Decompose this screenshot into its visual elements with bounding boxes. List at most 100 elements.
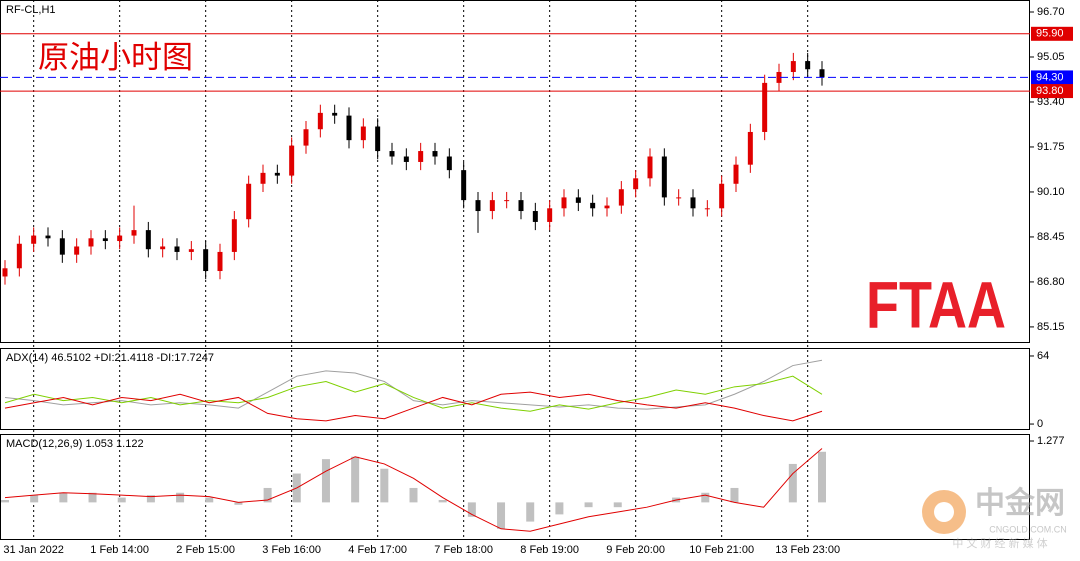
y-tick-label: 96.70 bbox=[1037, 6, 1065, 18]
candle-body bbox=[819, 69, 825, 78]
candle-body bbox=[117, 235, 123, 242]
level-label: 93.80 bbox=[1036, 85, 1064, 97]
y-tick-label: 64 bbox=[1037, 350, 1049, 362]
x-tick-label: 7 Feb 18:00 bbox=[434, 544, 493, 556]
candle-body bbox=[375, 126, 381, 152]
watermark: 中金网 CNGOLD.COM.CN 中 文 财 经 新 媒 体 bbox=[922, 486, 1067, 550]
candle-body bbox=[317, 112, 323, 130]
candle-body bbox=[360, 126, 366, 141]
candle-body bbox=[461, 170, 467, 201]
macd-bar bbox=[467, 502, 476, 517]
watermark-site: CNGOLD.COM.CN bbox=[989, 524, 1067, 534]
panel-frame bbox=[0, 348, 1030, 430]
candle-body bbox=[31, 235, 37, 244]
logo: FTAA bbox=[866, 267, 1006, 341]
candle-body bbox=[145, 230, 151, 250]
candle-body bbox=[217, 251, 223, 272]
y-tick-label: 93.40 bbox=[1037, 96, 1065, 108]
candle-body bbox=[203, 249, 209, 272]
y-tick-label: 0 bbox=[1037, 418, 1043, 430]
candle-body bbox=[475, 200, 481, 212]
annotation: 原油小时图 bbox=[38, 40, 193, 75]
candle-body bbox=[518, 200, 524, 212]
macd-bar bbox=[117, 497, 126, 503]
candle-body bbox=[131, 230, 137, 236]
y-tick-label: 1.277 bbox=[1037, 435, 1065, 447]
x-tick-label: 31 Jan 2022 bbox=[3, 544, 64, 556]
candle-body bbox=[16, 243, 22, 269]
y-tick-label: 86.80 bbox=[1037, 276, 1065, 288]
macd-bar bbox=[818, 451, 826, 503]
candle-body bbox=[274, 172, 280, 176]
macd-bar bbox=[30, 495, 39, 503]
candle-body bbox=[704, 208, 710, 210]
candle-body bbox=[590, 202, 596, 209]
macd-bar bbox=[613, 502, 622, 508]
panel-title: MACD(12,26,9) 1.053 1.122 bbox=[6, 438, 144, 450]
macd-bar bbox=[409, 487, 418, 503]
candle-body bbox=[45, 235, 51, 239]
x-tick-label: 10 Feb 21:00 bbox=[689, 544, 754, 556]
watermark-slogan: 中 文 财 经 新 媒 体 bbox=[952, 536, 1047, 550]
level-label: 95.90 bbox=[1036, 28, 1064, 40]
candle-body bbox=[690, 197, 696, 209]
x-tick-label: 9 Feb 20:00 bbox=[606, 544, 665, 556]
candle-body bbox=[59, 238, 65, 255]
candle-body bbox=[575, 197, 581, 203]
candle-body bbox=[776, 71, 782, 83]
candle-body bbox=[604, 205, 610, 209]
candle-body bbox=[389, 151, 395, 157]
level-label: 94.30 bbox=[1036, 71, 1064, 83]
watermark-logo-inner bbox=[934, 502, 954, 522]
candle-body bbox=[174, 246, 180, 252]
candle-body bbox=[747, 131, 753, 165]
watermark-name: 中金网 bbox=[975, 486, 1065, 520]
candle-body bbox=[719, 183, 725, 209]
y-tick-label: 88.45 bbox=[1037, 231, 1065, 243]
level-tag bbox=[1031, 84, 1073, 99]
x-tick-label: 3 Feb 16:00 bbox=[262, 544, 321, 556]
candle-body bbox=[561, 197, 567, 209]
candle-body bbox=[188, 249, 194, 252]
candle-body bbox=[647, 156, 653, 179]
macd-bar bbox=[263, 487, 272, 503]
candle-body bbox=[676, 197, 682, 199]
y-tick-label: 85.15 bbox=[1037, 321, 1065, 333]
macd-bar bbox=[146, 495, 155, 503]
candle-body bbox=[805, 61, 811, 70]
macd-bar bbox=[205, 497, 214, 503]
y-tick-label: 91.75 bbox=[1037, 141, 1065, 153]
panel-title: ADX(14) 46.5102 +DI:21.4118 -DI:17.7247 bbox=[6, 352, 214, 364]
x-tick-label: 4 Feb 17:00 bbox=[348, 544, 407, 556]
x-tick-label: 13 Feb 23:00 bbox=[775, 544, 840, 556]
candle-body bbox=[346, 115, 352, 141]
macd-bar bbox=[497, 502, 506, 529]
panel-frame bbox=[0, 0, 1030, 343]
candle-body bbox=[633, 178, 639, 190]
candle-body bbox=[418, 151, 424, 162]
indicator-line bbox=[4, 391, 823, 422]
macd-bar bbox=[438, 499, 447, 503]
candle-body bbox=[618, 189, 624, 206]
candle-body bbox=[532, 211, 538, 222]
macd-bar bbox=[526, 502, 535, 522]
y-tick-label: 90.10 bbox=[1037, 186, 1065, 198]
candle-body bbox=[88, 238, 94, 247]
candle-body bbox=[790, 61, 796, 72]
panel-frame bbox=[0, 434, 1030, 540]
candle-body bbox=[733, 164, 739, 184]
macd-bar bbox=[321, 459, 330, 503]
candle-body bbox=[303, 129, 309, 146]
macd-bar bbox=[59, 492, 68, 503]
candle-body bbox=[2, 268, 8, 277]
candle-body bbox=[489, 200, 495, 212]
candle-body bbox=[289, 145, 295, 176]
macd-bar bbox=[380, 468, 389, 503]
macd-bar bbox=[88, 492, 97, 503]
macd-bar bbox=[788, 463, 797, 503]
candle-body bbox=[547, 208, 553, 222]
y-tick-label: 95.05 bbox=[1037, 51, 1065, 63]
